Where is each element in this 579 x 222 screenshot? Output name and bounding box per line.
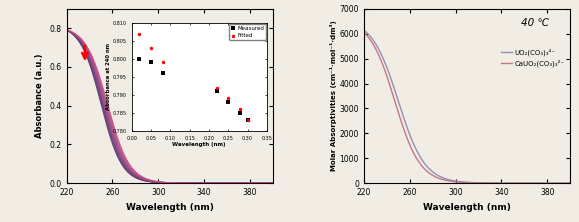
UO₂(CO₃)₃⁴⁻ [397, 106, 404, 109]
CaUO₂(CO₃)₃²⁻ [516, 182, 523, 184]
X-axis label: Wavelength (nm): Wavelength (nm) [126, 202, 214, 212]
UO₂(CO₃)₃⁴⁻ [413, 150, 420, 152]
Y-axis label: Molar Absorptivities (cm⁻¹·mol⁻¹·dm³): Molar Absorptivities (cm⁻¹·mol⁻¹·dm³) [329, 21, 337, 171]
Line: CaUO₂(CO₃)₃²⁻: CaUO₂(CO₃)₃²⁻ [364, 32, 570, 183]
UO₂(CO₃)₃⁴⁻ [567, 182, 574, 184]
UO₂(CO₃)₃⁴⁻ [360, 29, 367, 32]
CaUO₂(CO₃)₃²⁻ [360, 31, 367, 34]
CaUO₂(CO₃)₃²⁻ [499, 182, 505, 184]
X-axis label: Wavelength (nm): Wavelength (nm) [423, 202, 511, 212]
Line: UO₂(CO₃)₃⁴⁻: UO₂(CO₃)₃⁴⁻ [364, 30, 570, 183]
Text: 40 ℃: 40 ℃ [521, 18, 549, 28]
CaUO₂(CO₃)₃²⁻ [413, 158, 420, 160]
UO₂(CO₃)₃⁴⁻ [516, 182, 523, 184]
CaUO₂(CO₃)₃²⁻ [397, 118, 404, 120]
Y-axis label: Absorbance (a.u.): Absorbance (a.u.) [35, 54, 44, 138]
UO₂(CO₃)₃⁴⁻ [499, 182, 505, 184]
UO₂(CO₃)₃⁴⁻ [454, 180, 461, 183]
CaUO₂(CO₃)₃²⁻ [567, 182, 574, 184]
UO₂(CO₃)₃⁴⁻ [482, 182, 489, 184]
CaUO₂(CO₃)₃²⁻ [482, 182, 489, 184]
Legend: UO₂(CO₃)₃⁴⁻, CaUO₂(CO₃)₃²⁻: UO₂(CO₃)₃⁴⁻, CaUO₂(CO₃)₃²⁻ [499, 47, 567, 69]
CaUO₂(CO₃)₃²⁻ [454, 181, 461, 183]
